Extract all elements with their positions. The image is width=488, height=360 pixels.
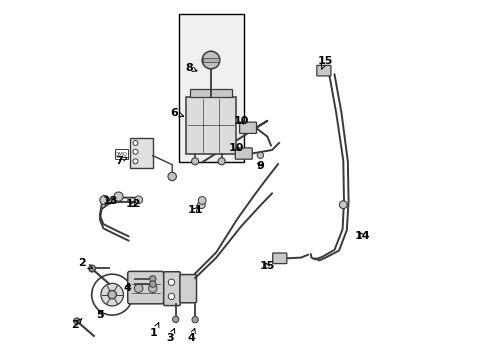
Bar: [130, 138, 152, 168]
Circle shape: [198, 197, 205, 204]
Text: 7: 7: [115, 156, 127, 166]
Text: 15: 15: [259, 261, 275, 271]
Circle shape: [114, 192, 123, 201]
Circle shape: [197, 201, 205, 208]
Bar: [186, 97, 235, 154]
Text: OMO: OMO: [115, 152, 128, 157]
Text: 8: 8: [184, 63, 197, 73]
Text: 14: 14: [354, 231, 370, 242]
Text: 2: 2: [71, 319, 81, 330]
Text: 10: 10: [228, 143, 244, 153]
FancyBboxPatch shape: [163, 272, 180, 306]
Text: 12: 12: [125, 199, 141, 209]
Text: 6: 6: [170, 108, 183, 118]
Circle shape: [191, 158, 198, 165]
Circle shape: [218, 158, 224, 165]
FancyBboxPatch shape: [180, 275, 196, 303]
Text: 4: 4: [123, 283, 131, 293]
Bar: [115, 149, 128, 159]
Circle shape: [108, 291, 116, 299]
Bar: [189, 89, 232, 97]
Circle shape: [92, 274, 132, 315]
FancyBboxPatch shape: [235, 148, 252, 159]
Text: 3: 3: [166, 328, 174, 343]
Text: 5: 5: [96, 310, 103, 320]
FancyBboxPatch shape: [127, 271, 163, 304]
FancyBboxPatch shape: [272, 253, 286, 264]
Circle shape: [202, 51, 219, 69]
FancyBboxPatch shape: [239, 122, 256, 134]
Circle shape: [339, 201, 346, 208]
Circle shape: [135, 196, 142, 204]
Text: 4: 4: [187, 328, 195, 343]
Circle shape: [101, 283, 123, 306]
Circle shape: [148, 284, 157, 293]
Circle shape: [133, 159, 138, 164]
Circle shape: [74, 318, 80, 324]
Circle shape: [149, 281, 156, 287]
Text: 15: 15: [317, 56, 332, 69]
Text: 2: 2: [78, 258, 92, 269]
Circle shape: [149, 276, 156, 282]
FancyBboxPatch shape: [316, 65, 330, 76]
Circle shape: [134, 284, 142, 293]
Circle shape: [133, 149, 138, 154]
Circle shape: [172, 316, 179, 323]
Circle shape: [168, 279, 174, 285]
Circle shape: [89, 266, 95, 272]
Circle shape: [257, 152, 263, 158]
Bar: [203, 58, 219, 62]
Text: 13: 13: [102, 196, 118, 206]
Text: 1: 1: [150, 323, 159, 338]
Circle shape: [133, 140, 138, 145]
Text: 10: 10: [233, 116, 248, 126]
Text: 9: 9: [256, 161, 264, 171]
Bar: [179, 14, 244, 162]
Circle shape: [168, 293, 174, 300]
Text: 11: 11: [187, 205, 203, 215]
Circle shape: [100, 195, 109, 205]
Circle shape: [167, 172, 176, 181]
Circle shape: [192, 316, 198, 323]
Circle shape: [89, 265, 95, 271]
